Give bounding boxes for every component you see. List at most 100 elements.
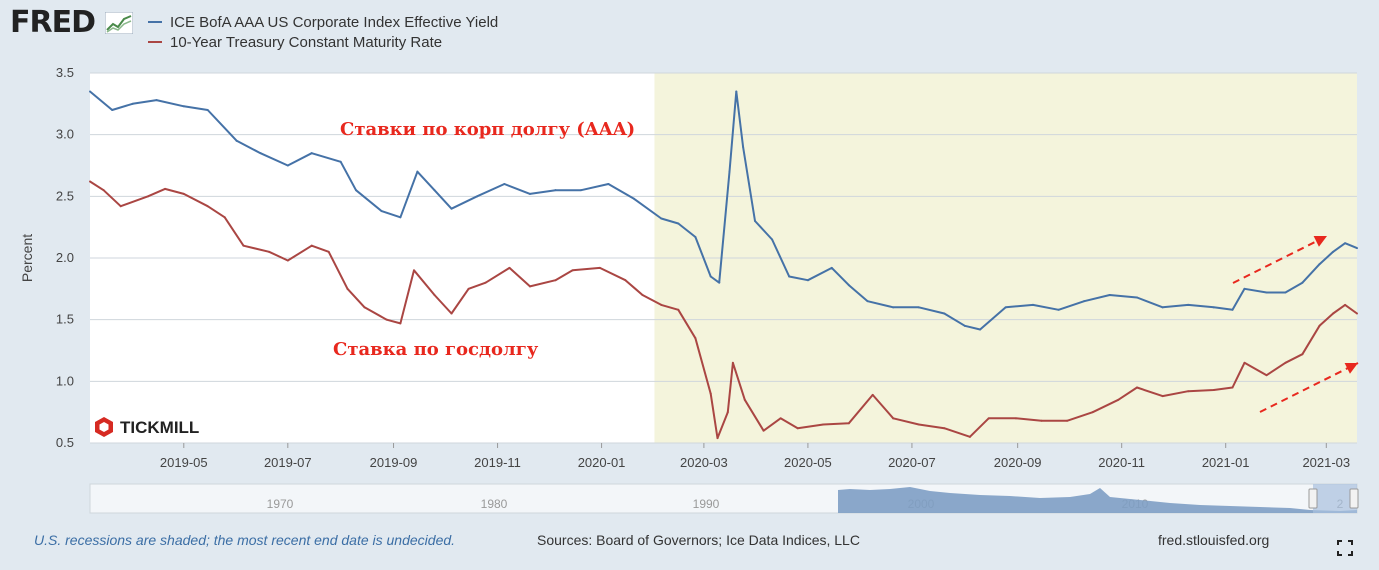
point-corp-aaa bbox=[1243, 287, 1246, 290]
point-corp-aaa bbox=[111, 109, 114, 111]
point-treasury-10y bbox=[146, 195, 149, 198]
trend-arrows bbox=[1232, 235, 1359, 413]
point-corp-aaa bbox=[1284, 291, 1287, 294]
point-treasury-10y bbox=[1344, 303, 1347, 306]
y-tick-label: 1.0 bbox=[56, 373, 74, 388]
point-corp-aaa bbox=[1332, 250, 1335, 253]
point-corp-aaa bbox=[89, 90, 91, 93]
point-corp-aaa bbox=[503, 183, 506, 185]
legend-label-treasury: 10-Year Treasury Constant Maturity Rate bbox=[170, 33, 443, 51]
point-corp-aaa bbox=[416, 170, 419, 173]
point-corp-aaa bbox=[380, 210, 383, 213]
legend-swatch-corp bbox=[148, 21, 162, 23]
point-treasury-10y bbox=[709, 392, 712, 395]
point-treasury-10y bbox=[484, 281, 487, 284]
series-line-treasury-10y bbox=[89, 180, 1358, 440]
point-treasury-10y bbox=[892, 417, 895, 420]
point-corp-aaa bbox=[286, 164, 289, 167]
point-treasury-10y bbox=[206, 205, 209, 208]
point-treasury-10y bbox=[310, 244, 313, 247]
point-corp-aaa bbox=[806, 279, 809, 282]
point-corp-aaa bbox=[1187, 303, 1190, 306]
point-corp-aaa bbox=[399, 216, 402, 219]
y-tick-label: 3.0 bbox=[56, 127, 74, 142]
point-treasury-10y bbox=[1014, 417, 1017, 420]
legend-item-treasury[interactable]: 10-Year Treasury Constant Maturity Rate bbox=[148, 32, 498, 52]
point-treasury-10y bbox=[182, 192, 185, 195]
series-layer bbox=[89, 90, 1358, 440]
x-tick-label: 2020-03 bbox=[680, 455, 728, 470]
point-corp-aaa bbox=[1231, 308, 1234, 311]
tickmill-watermark: TICKMILL bbox=[95, 417, 199, 437]
point-treasury-10y bbox=[268, 250, 271, 253]
point-treasury-10y bbox=[102, 189, 105, 192]
point-corp-aaa bbox=[1161, 306, 1164, 309]
point-corp-aaa bbox=[1083, 300, 1086, 303]
point-treasury-10y bbox=[694, 337, 697, 340]
point-treasury-10y bbox=[987, 417, 990, 420]
point-treasury-10y bbox=[641, 294, 644, 296]
point-corp-aaa bbox=[754, 220, 757, 222]
fullscreen-icon[interactable] bbox=[1337, 540, 1353, 556]
point-corp-aaa bbox=[735, 90, 738, 93]
legend-swatch-treasury bbox=[148, 41, 162, 43]
point-treasury-10y bbox=[1332, 312, 1335, 315]
point-treasury-10y bbox=[1243, 361, 1246, 364]
point-treasury-10y bbox=[1356, 312, 1358, 315]
y-tick-label: 2.0 bbox=[56, 250, 74, 265]
recession-note: U.S. recessions are shaded; the most rec… bbox=[34, 532, 456, 548]
point-treasury-10y bbox=[943, 427, 946, 430]
point-corp-aaa bbox=[917, 306, 920, 309]
point-treasury-10y bbox=[1265, 374, 1268, 377]
navigator[interactable]: 197019801990200020102 bbox=[89, 483, 1359, 514]
point-corp-aaa bbox=[607, 183, 610, 185]
sources-text: Sources: Board of Governors; Ice Data In… bbox=[537, 532, 860, 548]
x-tick-label: 2021-01 bbox=[1202, 455, 1250, 470]
arrow-corp-up bbox=[1232, 235, 1328, 284]
point-corp-aaa bbox=[339, 160, 342, 163]
legend-item-corp[interactable]: ICE BofA AAA US Corporate Index Effectiv… bbox=[148, 12, 498, 32]
point-corp-aaa bbox=[182, 105, 185, 108]
point-treasury-10y bbox=[847, 422, 850, 425]
point-treasury-10y bbox=[554, 279, 557, 282]
point-treasury-10y bbox=[242, 244, 245, 247]
x-tick-label: 2020-07 bbox=[888, 455, 936, 470]
fred-chart-icon bbox=[105, 12, 133, 34]
point-corp-aaa bbox=[1356, 247, 1358, 250]
point-corp-aaa bbox=[1265, 291, 1268, 294]
point-corp-aaa bbox=[528, 192, 531, 195]
x-tick-label: 2019-07 bbox=[264, 455, 312, 470]
x-tick-label: 2020-11 bbox=[1098, 455, 1145, 470]
point-corp-aaa bbox=[709, 275, 712, 278]
point-treasury-10y bbox=[1091, 411, 1094, 414]
point-treasury-10y bbox=[89, 180, 91, 183]
point-corp-aaa bbox=[206, 109, 209, 111]
arrow-head-icon bbox=[1344, 363, 1358, 374]
gridlines bbox=[90, 72, 1357, 444]
navigator-tick-label: 1990 bbox=[693, 497, 720, 511]
point-treasury-10y bbox=[822, 423, 825, 426]
point-treasury-10y bbox=[731, 361, 734, 364]
point-treasury-10y bbox=[1117, 398, 1120, 401]
point-treasury-10y bbox=[467, 287, 470, 290]
gov-debt-annotation: Ставка по госдолгу bbox=[333, 339, 539, 360]
point-treasury-10y bbox=[433, 294, 436, 296]
point-corp-aaa bbox=[728, 170, 731, 173]
fred-logo[interactable]: FRED bbox=[10, 5, 96, 40]
point-treasury-10y bbox=[571, 269, 574, 272]
y-tick-label: 3.5 bbox=[56, 65, 74, 80]
point-corp-aaa bbox=[660, 217, 663, 220]
point-treasury-10y bbox=[1284, 361, 1287, 364]
y-tick-label: 0.5 bbox=[56, 435, 74, 450]
point-treasury-10y bbox=[1301, 353, 1304, 356]
point-treasury-10y bbox=[796, 427, 799, 430]
point-treasury-10y bbox=[968, 435, 971, 438]
point-treasury-10y bbox=[598, 266, 601, 269]
point-corp-aaa bbox=[830, 266, 833, 269]
point-corp-aaa bbox=[476, 195, 479, 198]
x-tick-label: 2019-11 bbox=[474, 455, 521, 470]
point-corp-aaa bbox=[1108, 294, 1111, 296]
point-treasury-10y bbox=[1161, 395, 1164, 398]
fred-url-link[interactable]: fred.stlouisfed.org bbox=[1158, 532, 1270, 548]
